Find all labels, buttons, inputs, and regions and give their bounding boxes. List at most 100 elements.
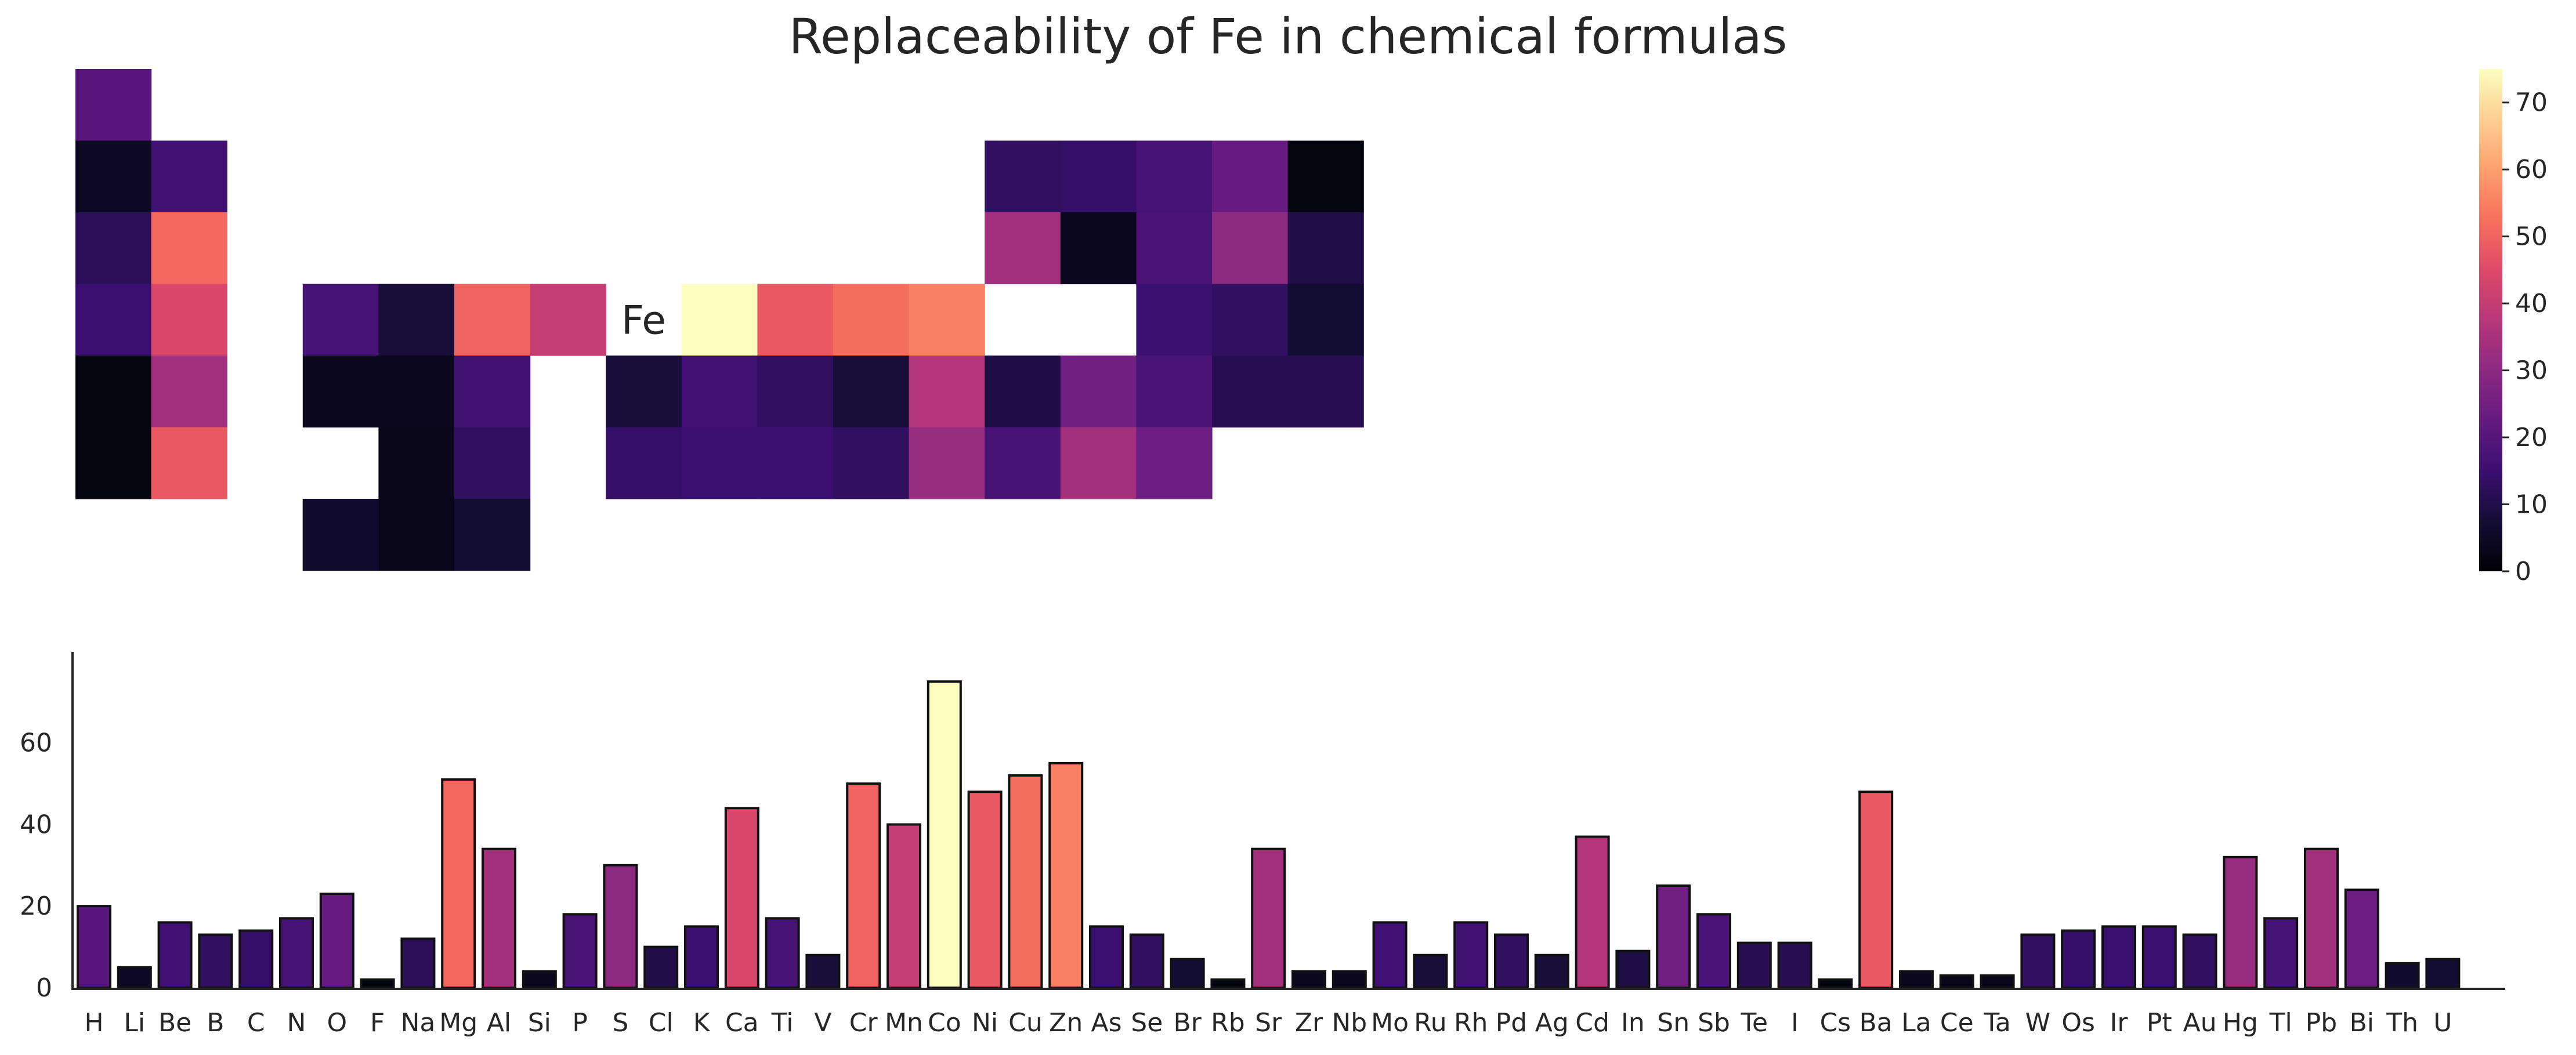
y-tick-label: 40 <box>20 810 52 839</box>
heatmap-cell-Co <box>681 284 758 356</box>
x-tick-label: N <box>287 1008 306 1038</box>
heatmap-cell-Zr <box>302 356 379 428</box>
x-tick-label: Cl <box>649 1008 674 1038</box>
x-tick-label: Mg <box>439 1008 477 1038</box>
x-tick-label: S <box>612 1008 628 1038</box>
bar-Zr <box>1291 970 1326 989</box>
x-tick-label: Cs <box>1820 1008 1851 1038</box>
heatmap-cell-Ba <box>151 427 227 499</box>
bar-Cu <box>1008 774 1043 989</box>
bar-F <box>360 978 395 989</box>
x-tick-label: Ti <box>771 1008 794 1038</box>
heatmap-cell-Be <box>151 140 227 213</box>
colorbar-tick-label: 0 <box>2515 557 2531 586</box>
bar-Rh <box>1453 921 1489 989</box>
colorbar-tick-label: 30 <box>2515 356 2548 386</box>
heatmap-cell-Li <box>75 140 152 213</box>
bar-Mn <box>887 823 921 989</box>
x-tick-label: B <box>207 1008 224 1038</box>
bar-Sb <box>1696 913 1731 989</box>
heatmap-cell-Th <box>302 499 379 571</box>
x-tick-label: Bi <box>2350 1008 2374 1038</box>
heatmap-cell-Cr <box>454 284 531 356</box>
bar-Pd <box>1494 933 1529 989</box>
target-element-label: Fe <box>621 298 666 343</box>
bar-K <box>684 925 719 989</box>
bar-Rb <box>1210 978 1246 989</box>
bar-Si <box>522 970 557 989</box>
bar-Tl <box>2263 917 2299 989</box>
x-tick-label: Mn <box>885 1008 923 1038</box>
x-tick-label: Hg <box>2223 1008 2258 1038</box>
bar-Ba <box>1858 791 1894 989</box>
x-tick-label: Rb <box>1211 1008 1245 1038</box>
heatmap-cell-Mo <box>454 356 531 428</box>
x-tick-label: C <box>247 1008 265 1038</box>
bar-W <box>2020 933 2056 989</box>
bar-Ag <box>1534 954 1569 989</box>
bar-Al <box>482 847 516 989</box>
x-tick-label: Tl <box>2269 1008 2292 1038</box>
x-tick-label: Cu <box>1008 1008 1043 1038</box>
heatmap-cell-Ag <box>833 356 910 428</box>
x-tick-label: As <box>1091 1008 1121 1038</box>
x-tick-label: U <box>2433 1008 2452 1038</box>
bar-H <box>77 905 111 989</box>
x-tick-label: Mo <box>1371 1008 1409 1038</box>
heatmap-cell-Cl <box>1287 212 1364 285</box>
bar-Nb <box>1332 970 1367 989</box>
bar-V <box>805 954 841 989</box>
x-tick-label: W <box>2025 1008 2051 1038</box>
bar-Th <box>2385 962 2420 989</box>
x-tick-label: Ir <box>2110 1008 2128 1038</box>
bar-U <box>2425 958 2461 989</box>
bar-Ce <box>1939 974 1974 989</box>
colorbar-gradient <box>2479 69 2502 571</box>
heatmap-cell-Os <box>606 427 682 499</box>
x-tick-label: Ag <box>1535 1008 1569 1038</box>
x-tick-label: Th <box>2386 1008 2418 1038</box>
x-tick-label: In <box>1621 1008 1645 1038</box>
heatmap-cell-Cs <box>75 427 152 499</box>
heatmap-cell-F <box>1287 140 1364 213</box>
heatmap-cell-Nb <box>378 356 455 428</box>
heatmap-cell-Te <box>1212 356 1289 428</box>
x-tick-label: Br <box>1173 1008 1202 1038</box>
x-tick-label: Al <box>487 1008 511 1038</box>
bar-Na <box>400 937 436 989</box>
y-tick-label: 60 <box>20 728 52 758</box>
x-tick-label: Sr <box>1255 1008 1282 1038</box>
bar-Mo <box>1372 921 1408 989</box>
x-tick-label: P <box>572 1008 588 1038</box>
y-tick-label: 0 <box>36 973 52 1003</box>
heatmap-cell-Ru <box>606 356 682 428</box>
bar-B <box>198 933 233 989</box>
bar-Se <box>1129 933 1164 989</box>
x-tick-label: Ru <box>1414 1008 1446 1038</box>
x-tick-label: Ce <box>1940 1008 1974 1038</box>
heatmap-cell-Mg <box>151 212 227 285</box>
bar-Zn <box>1048 762 1084 989</box>
x-tick-label: Na <box>400 1008 435 1038</box>
x-tick-label: Te <box>1741 1008 1768 1038</box>
heatmap-cell-Tl <box>985 427 1061 499</box>
x-tick-label: Si <box>528 1008 551 1038</box>
bar-Cd <box>1575 835 1610 989</box>
bar-Be <box>157 921 193 989</box>
colorbar-tick-label: 10 <box>2515 490 2548 520</box>
bar-I <box>1777 941 1812 989</box>
heatmap-cell-Ta <box>378 427 455 499</box>
heatmap-cell-Cd <box>909 356 985 428</box>
heatmap-cell-As <box>1136 284 1213 356</box>
bar-Ni <box>967 791 1003 989</box>
heatmap-cell-Pt <box>757 427 834 499</box>
colorbar-tick-label: 70 <box>2515 88 2548 118</box>
x-tick-label: Au <box>2183 1008 2217 1038</box>
x-tick-label: K <box>693 1008 711 1038</box>
bar-Ca <box>724 807 759 989</box>
bar-Ti <box>765 917 800 989</box>
bar-Cl <box>643 945 679 989</box>
bar-Bi <box>2344 889 2379 989</box>
bar-Co <box>927 680 962 989</box>
